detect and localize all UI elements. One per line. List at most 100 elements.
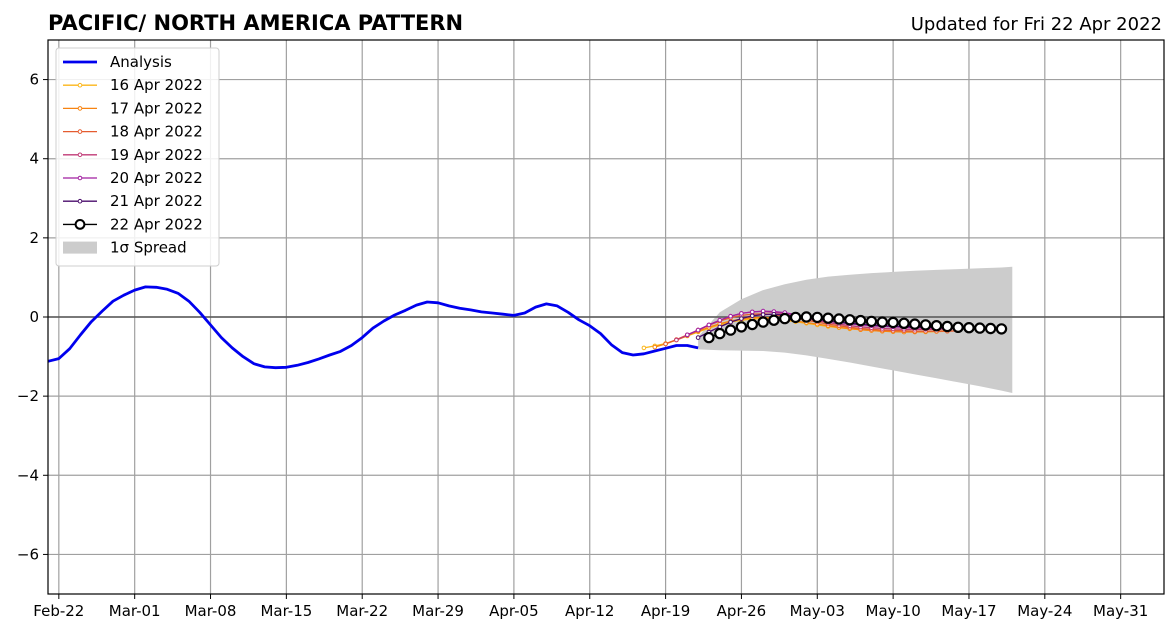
legend-marker xyxy=(77,198,83,204)
forecast-point xyxy=(844,314,856,326)
legend-label: 21 Apr 2022 xyxy=(110,192,203,210)
forecast-line xyxy=(654,316,948,348)
forecast-point xyxy=(663,341,668,347)
forecast-point xyxy=(919,319,932,331)
forecast-series xyxy=(641,308,1008,351)
forecast-point xyxy=(695,335,701,340)
legend-label: Analysis xyxy=(110,53,172,71)
x-tick-label: Mar-15 xyxy=(260,602,312,620)
x-tick-label: Apr-19 xyxy=(641,602,691,620)
forecast-point xyxy=(930,320,943,332)
forecast-point xyxy=(652,344,658,350)
legend-entry-19-apr-2022: 19 Apr 2022 xyxy=(63,146,203,164)
legend-marker xyxy=(77,152,83,158)
forecast-point xyxy=(641,345,647,351)
forecast-point xyxy=(974,322,986,334)
forecast-point xyxy=(735,321,748,333)
x-tick-label: May-10 xyxy=(866,602,921,620)
legend-entry-16-apr-2022: 16 Apr 2022 xyxy=(63,76,203,94)
x-tick-label: Apr-05 xyxy=(489,602,539,620)
x-tick-label: Mar-22 xyxy=(336,602,388,620)
legend-entry-analysis: Analysis xyxy=(63,53,172,71)
forecast-point xyxy=(706,322,712,328)
forecast-point xyxy=(724,324,737,336)
legend-label: 18 Apr 2022 xyxy=(110,123,203,141)
legend-marker xyxy=(77,175,83,181)
legend-entry-18-apr-2022: 18 Apr 2022 xyxy=(63,123,203,141)
forecast-point xyxy=(854,314,867,327)
chart-subtitle: Updated for Fri 22 Apr 2022 xyxy=(911,14,1162,35)
forecast-point xyxy=(984,322,997,335)
legend-marker xyxy=(77,106,83,111)
x-tick-label: Mar-01 xyxy=(109,602,161,620)
forecast-point xyxy=(728,313,733,319)
legend-box xyxy=(55,47,220,267)
analysis-series xyxy=(47,285,699,370)
forecast-point xyxy=(898,317,910,329)
y-tick-label: −6 xyxy=(17,545,39,563)
forecast-point xyxy=(739,316,744,321)
y-tick-label: 0 xyxy=(29,308,39,326)
forecast-point xyxy=(909,318,921,330)
x-tick-label: Feb-22 xyxy=(33,602,84,620)
forecast-point xyxy=(674,337,679,343)
forecast-point xyxy=(760,312,766,317)
legend-label: 20 Apr 2022 xyxy=(110,169,203,187)
legend-entry-20-apr-2022: 20 Apr 2022 xyxy=(63,169,203,187)
legend-swatch xyxy=(63,241,97,254)
forecast-point xyxy=(728,319,733,325)
analysis-line xyxy=(47,285,699,370)
forecast-point xyxy=(800,311,813,323)
x-tick-label: May-17 xyxy=(941,602,996,620)
forecast-point xyxy=(822,312,834,324)
forecast-point xyxy=(695,327,701,333)
forecast-point xyxy=(887,316,899,329)
y-tick-label: 6 xyxy=(29,71,39,89)
legend-entry-17-apr-2022: 17 Apr 2022 xyxy=(63,99,203,117)
forecast-point xyxy=(876,316,889,328)
x-tick-label: Apr-26 xyxy=(717,602,767,620)
forecast-point xyxy=(963,322,975,334)
legend-marker xyxy=(77,82,83,88)
forecast-point xyxy=(703,331,715,344)
forecast-point xyxy=(746,318,759,331)
forecast-point xyxy=(714,327,726,340)
forecast-point xyxy=(757,316,769,328)
legend: Analysis 16 Apr 2022 17 Apr 2022 18 Apr 202… xyxy=(55,47,220,267)
legend-marker xyxy=(77,129,83,134)
forecast-point xyxy=(952,321,964,333)
y-axis-ticks: −6 −4 −2 0 2 4 6 xyxy=(17,71,48,563)
x-tick-label: May-03 xyxy=(790,602,845,620)
x-tick-label: May-31 xyxy=(1093,602,1148,620)
forecast-point xyxy=(768,314,780,326)
x-tick-label: May-24 xyxy=(1017,602,1072,620)
x-tick-label: Mar-29 xyxy=(412,602,464,620)
legend-marker xyxy=(74,219,86,230)
forecast-point xyxy=(750,313,755,319)
y-tick-label: 4 xyxy=(29,150,39,168)
x-tick-label: Apr-12 xyxy=(565,602,615,620)
forecast-point xyxy=(833,313,845,325)
legend-label: 22 Apr 2022 xyxy=(110,215,203,233)
forecast-point xyxy=(717,317,723,323)
y-tick-label: −2 xyxy=(17,387,39,405)
forecast-point xyxy=(750,309,755,315)
legend-label: 17 Apr 2022 xyxy=(110,99,203,117)
forecast-point xyxy=(685,332,690,338)
y-tick-label: −4 xyxy=(17,466,39,484)
legend-label: 16 Apr 2022 xyxy=(110,76,203,94)
legend-label: 1σ Spread xyxy=(110,239,187,257)
forecast-point xyxy=(811,311,824,324)
y-tick-label: 2 xyxy=(29,229,39,247)
forecast-point xyxy=(941,320,954,333)
forecast-point xyxy=(865,315,878,328)
forecast-22-apr-2022 xyxy=(703,311,1008,344)
x-tick-label: Mar-08 xyxy=(185,602,237,620)
forecast-point xyxy=(995,323,1008,335)
forecast-point xyxy=(739,311,744,316)
legend-entry-21-apr-2022: 21 Apr 2022 xyxy=(63,192,203,210)
x-axis-ticks: Feb-22 Mar-01 Mar-08 Mar-15 Mar-22 Mar-29 Apr-… xyxy=(33,594,1148,620)
forecast-point xyxy=(789,311,802,324)
